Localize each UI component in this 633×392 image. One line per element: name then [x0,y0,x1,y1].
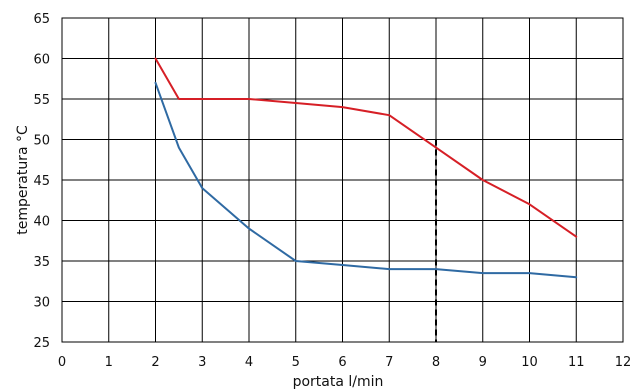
x-tick-label-5: 5 [292,355,300,370]
y-tick-label-7: 60 [33,53,50,68]
y-tick-label-5: 50 [33,134,50,149]
y-tick-label-0: 25 [33,336,50,351]
x-tick-label-4: 4 [245,355,253,370]
series-line-0 [154,57,578,238]
plot-frame [61,17,624,343]
x-tick-label-6: 6 [338,355,346,370]
frame-layer [61,17,624,343]
x-tick-label-10: 10 [521,355,538,370]
x-tick-label-9: 9 [479,355,487,370]
grid-layer [61,17,624,343]
x-tick-label-1: 1 [105,355,113,370]
y-axis-label: temperatura °C [15,125,31,235]
x-tick-label-7: 7 [385,355,393,370]
y-tick-label-3: 40 [33,215,50,230]
series-line-1 [154,81,578,279]
y-tick-label-4: 45 [33,174,50,189]
x-axis-label: portata l/min [293,374,384,390]
x-tick-label-8: 8 [432,355,440,370]
x-tick-label-0: 0 [58,355,66,370]
y-tick-label-2: 35 [33,255,50,270]
x-tick-label-11: 11 [568,355,585,370]
x-tick-label-12: 12 [615,355,632,370]
y-tick-label-1: 30 [33,296,50,311]
y-tick-label-8: 65 [33,12,50,27]
y-tick-label-6: 55 [33,93,50,108]
series-layer [154,57,578,279]
x-tick-label-2: 2 [151,355,159,370]
x-tick-label-3: 3 [198,355,206,370]
